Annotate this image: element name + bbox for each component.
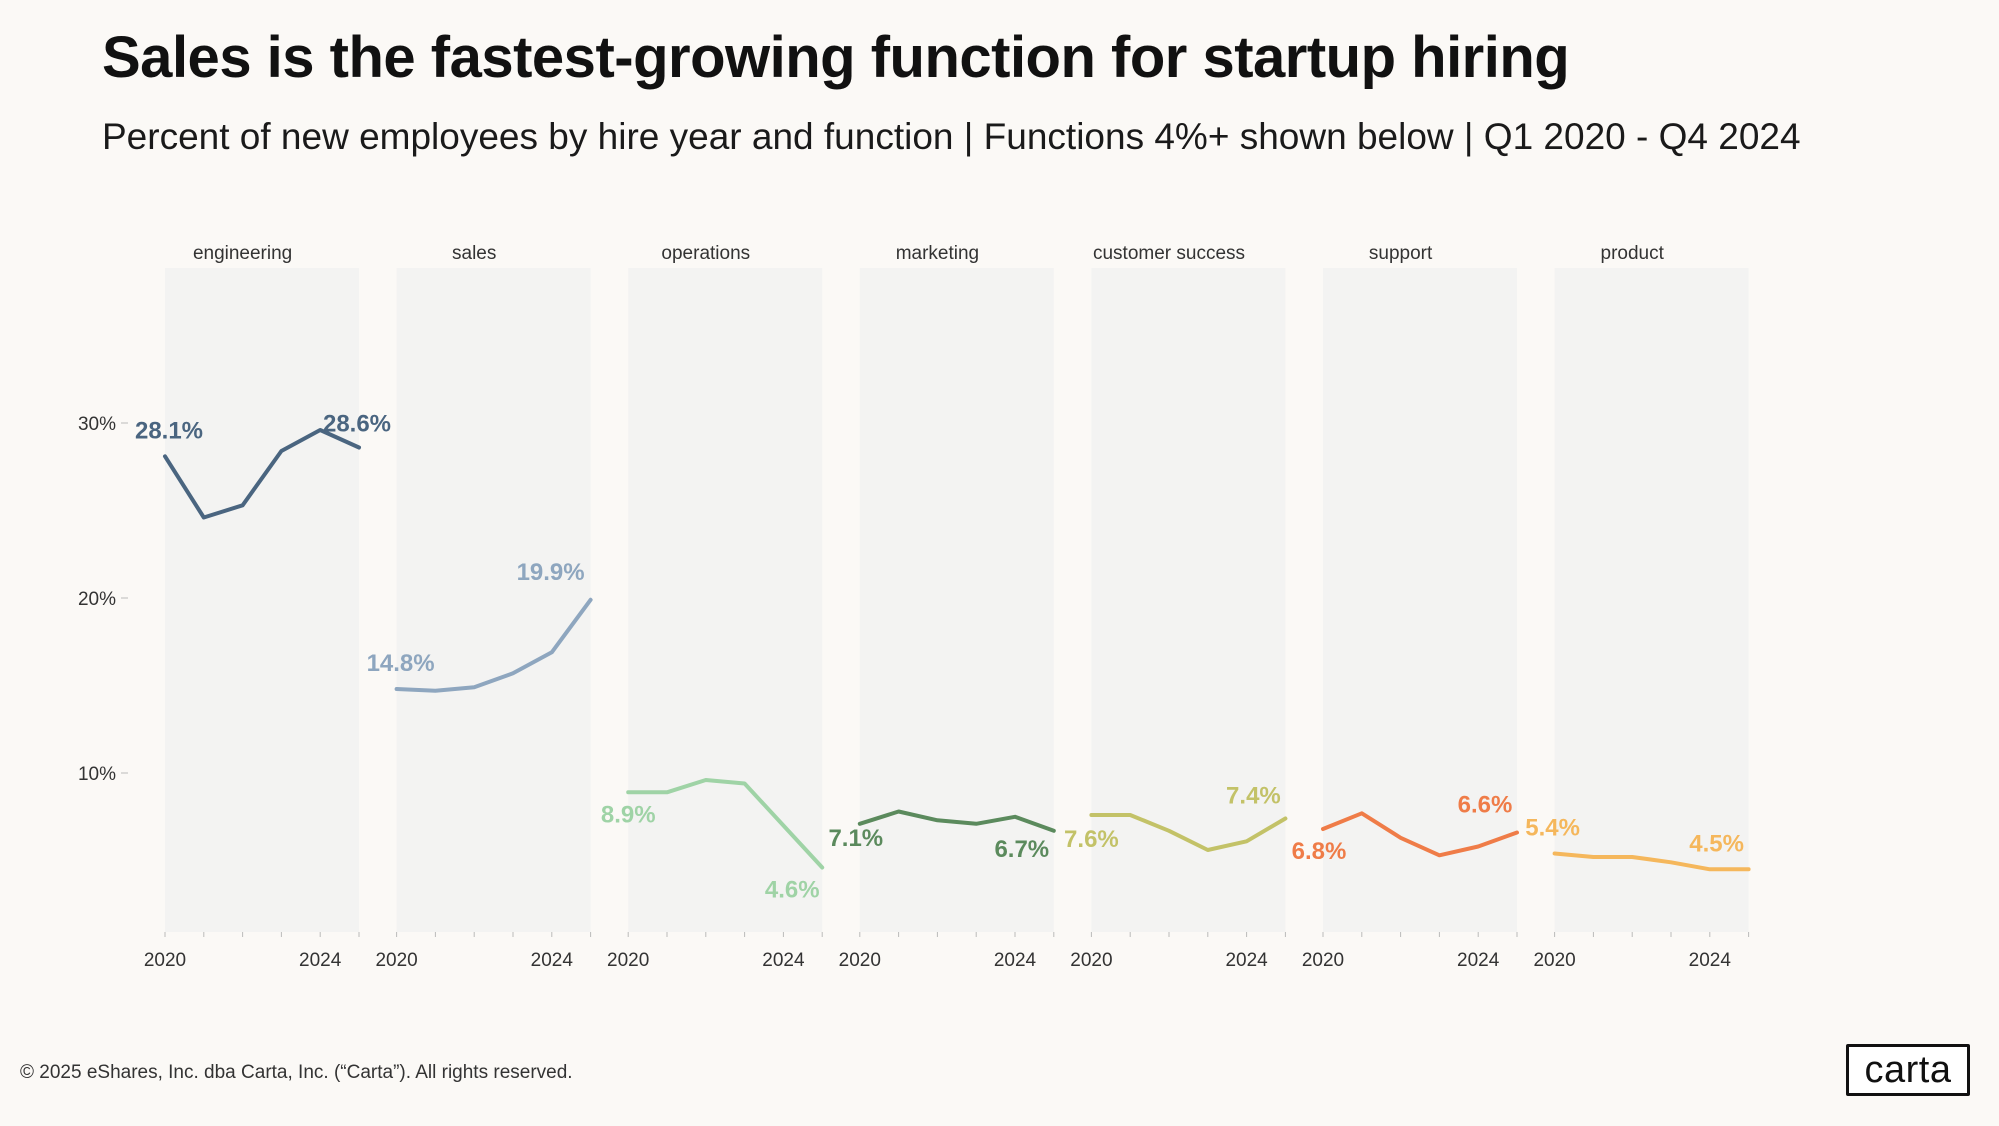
data-label: 4.5% (1689, 830, 1744, 857)
x-tick-label: 2020 (375, 950, 417, 971)
data-label: 7.1% (828, 825, 883, 852)
data-label: 7.4% (1226, 783, 1281, 810)
panel-background (859, 268, 1054, 932)
series-line-support (1321, 811, 1519, 858)
x-tick-label: 2024 (531, 950, 574, 971)
y-tick-label: 20% (78, 589, 116, 610)
panel-header: marketing (896, 243, 979, 264)
panel-background (628, 268, 823, 932)
x-tick-label: 2024 (994, 950, 1037, 971)
panel-background (165, 268, 359, 932)
data-label: 4.6% (765, 877, 820, 904)
data-label: 28.1% (135, 417, 203, 444)
x-tick-label: 2020 (1070, 950, 1112, 971)
panel-background (1323, 268, 1517, 932)
data-label: 14.8% (367, 650, 435, 677)
x-tick-label: 2024 (762, 950, 805, 971)
x-tick-label: 2024 (1689, 950, 1732, 971)
x-tick-label: 2020 (607, 950, 649, 971)
carta-logo[interactable]: carta (1846, 1044, 1970, 1096)
series-line-sales (394, 597, 593, 693)
copyright-text: © 2025 eShares, Inc. dba Carta, Inc. (“C… (20, 1062, 573, 1083)
data-label: 28.6% (323, 411, 391, 438)
data-label: 6.6% (1458, 792, 1513, 819)
x-tick-label: 2020 (839, 950, 881, 971)
panel-header: support (1369, 243, 1433, 264)
series-line-product (1552, 851, 1751, 872)
panel-header: sales (452, 243, 496, 264)
data-label: 19.9% (517, 559, 585, 586)
chart-title: Sales is the fastest-growing function fo… (102, 25, 1570, 90)
chart-subtitle: Percent of new employees by hire year an… (102, 116, 1801, 157)
data-label: 6.7% (994, 836, 1049, 863)
x-tick-label: 2024 (1457, 950, 1500, 971)
x-tick-label: 2024 (1225, 950, 1268, 971)
series-line-marketing (857, 809, 1056, 833)
panel-header: product (1601, 243, 1665, 264)
data-label: 5.4% (1525, 815, 1580, 842)
x-tick-label: 2020 (144, 950, 186, 971)
panel-header: customer success (1093, 243, 1245, 264)
series-line-customer-success (1089, 813, 1288, 852)
panel-background (1554, 268, 1749, 932)
x-tick-label: 2020 (1302, 950, 1344, 971)
panel-background (1091, 268, 1286, 932)
x-tick-label: 2024 (299, 950, 342, 971)
x-tick-label: 2020 (1533, 950, 1575, 971)
data-label: 7.6% (1064, 826, 1119, 853)
data-label: 6.8% (1292, 838, 1347, 865)
panel-header: engineering (193, 243, 292, 264)
series-line-engineering (163, 428, 361, 520)
y-tick-label: 30% (78, 414, 116, 435)
series-line-operations (626, 778, 825, 870)
panel-background (396, 268, 591, 932)
y-tick-label: 10% (78, 764, 116, 785)
data-label: 8.9% (601, 801, 656, 828)
panel-header: operations (661, 243, 750, 264)
